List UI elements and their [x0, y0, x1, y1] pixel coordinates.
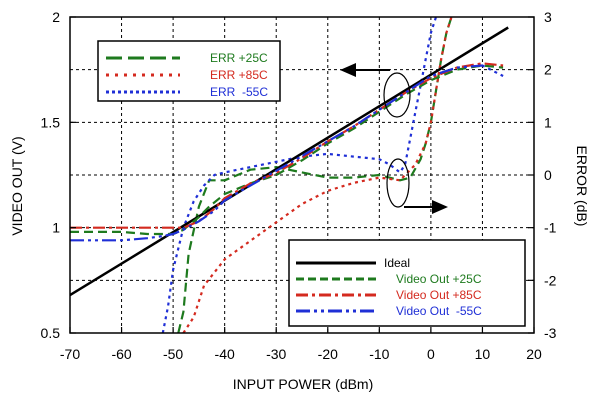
right-arrow-icon [432, 200, 448, 214]
error-series-err-55c [161, 17, 438, 333]
y-left-tick-label: 1.5 [41, 114, 61, 130]
x-tick-label: -70 [60, 346, 80, 362]
x-axis-label: INPUT POWER (dBm) [233, 376, 374, 392]
x-tick-label: -30 [266, 346, 286, 362]
x-tick-label: 10 [475, 346, 491, 362]
x-tick-label: -50 [163, 346, 183, 362]
legend-error-box [97, 40, 281, 102]
y-axis-label-right: ERROR (dB) [574, 146, 590, 227]
x-tick-label: -10 [369, 346, 389, 362]
y-right-tick-label: -3 [544, 325, 557, 341]
y-right-tick-label: -2 [544, 272, 557, 288]
legend-label-vo25: Video Out +25C [396, 272, 482, 286]
y-right-tick-label: 3 [544, 9, 552, 25]
y-right-tick-label: 2 [544, 62, 552, 78]
y-right-tick-label: 1 [544, 114, 552, 130]
annotations [340, 63, 448, 214]
legend-label-ideal: Ideal [384, 256, 410, 270]
y-axis-label-left: VIDEO OUT (V) [9, 136, 25, 235]
tick-labels: -70 -60 -50 -40 -30 -20 -10 0 10 20-3-2-101230.51… [41, 9, 557, 362]
x-tick-label: 20 [526, 346, 542, 362]
left-arrow-icon [340, 63, 356, 77]
x-tick-label: -20 [318, 346, 338, 362]
y-left-tick-label: 2 [52, 9, 60, 25]
series-clip-group [70, 17, 509, 333]
x-tick-label: 0 [427, 346, 435, 362]
legend-label-errm55: ERR -55C [210, 85, 268, 99]
legend-video: Ideal Video Out +25C Video Out +85C Vide… [288, 239, 526, 327]
video-series-video-out-85c [70, 62, 504, 229]
error-group-ellipse [383, 72, 411, 118]
legend-label-err25: ERR +25C [210, 51, 268, 65]
y-right-tick-label: 0 [544, 167, 552, 183]
video-group-ellipse [386, 158, 410, 208]
y-left-tick-label: 1 [52, 220, 60, 236]
legend-label-vo85: Video Out +85C [396, 288, 482, 302]
y-left-tick-label: 0.5 [41, 325, 61, 341]
x-tick-label: -40 [215, 346, 235, 362]
legend-label-vom55: Video Out -55C [396, 304, 482, 318]
x-tick-label: -60 [111, 346, 131, 362]
error-series-err-85c [182, 17, 453, 333]
video-series-video-out-55c [70, 64, 504, 242]
legend-label-err85: ERR +85C [210, 68, 268, 82]
video-series-ideal [70, 26, 509, 297]
series-layer [70, 17, 509, 333]
legend-error: ERR +25C ERR +85C ERR -55C [97, 40, 281, 102]
y-right-tick-label: -1 [544, 220, 557, 236]
